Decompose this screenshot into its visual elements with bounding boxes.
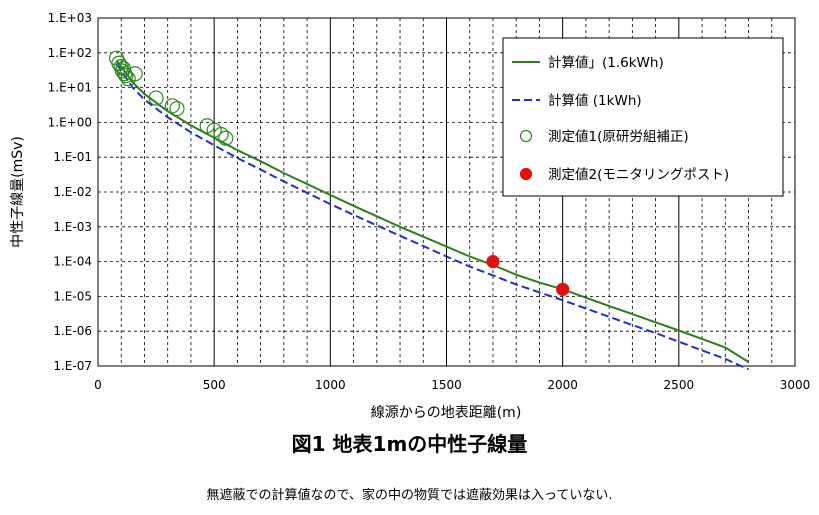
y-tick-label: 1.E-04 — [53, 255, 92, 269]
series-layer — [108, 50, 750, 371]
data-point — [164, 98, 180, 114]
data-point — [556, 282, 570, 296]
legend-entry: 測定値1(原研労組補正) — [548, 129, 689, 145]
legend-entry: 測定値2(モニタリングポスト) — [548, 167, 729, 183]
data-point — [127, 66, 143, 82]
x-tick-label: 3000 — [780, 378, 811, 392]
legend-entry: 計算値 (1kWh) — [548, 93, 642, 109]
series-line — [115, 59, 750, 363]
data-point — [148, 90, 164, 106]
legend-swatch — [519, 167, 533, 181]
x-tick-labels: 0 500 1000 1500 2000 2500 3000 — [94, 378, 810, 392]
x-tick-label: 1500 — [431, 378, 462, 392]
data-point — [117, 66, 133, 82]
y-tick-label: 1.E+03 — [48, 11, 92, 25]
data-point — [114, 63, 130, 79]
series-line — [115, 62, 749, 371]
y-tick-label: 1.E-05 — [53, 289, 92, 303]
y-tick-label: 1.E-01 — [53, 150, 92, 164]
legend-entry: 計算値」(1.6kWh) — [548, 55, 664, 71]
neutron-dose-chart: 0 500 1000 1500 2000 2500 3000 1.E-071.E-061.E… — [10, 11, 810, 421]
figure-note: 無遮蔽での計算値なので、家の中の物質では遮蔽効果は入っていない. — [206, 488, 613, 503]
data-point — [218, 130, 234, 146]
legend-swatch — [519, 129, 533, 143]
y-tick-label: 1.E+02 — [48, 46, 92, 60]
y-tick-label: 1.E-06 — [53, 324, 92, 338]
x-axis-label: 線源からの地表距離(m) — [371, 404, 522, 421]
legend-box — [502, 37, 784, 197]
data-point — [118, 68, 134, 84]
y-tick-label: 1.E+00 — [48, 115, 92, 129]
y-tick-label: 1.E-02 — [53, 185, 92, 199]
figure-caption: 図1 地表1mの中性子線量 — [291, 432, 528, 456]
x-tick-label: 2000 — [547, 378, 578, 392]
y-tick-label: 1.E-03 — [53, 220, 92, 234]
data-point — [486, 255, 500, 269]
data-point — [213, 126, 229, 143]
y-axis-label: 中性子線量(mSv) — [10, 136, 26, 248]
y-tick-labels: 1.E-07 1.E-06 1.E-05 1.E-04 1.E-03 1.E-02 1.E-… — [48, 11, 92, 373]
y-tick-label: 1.E-07 — [53, 359, 92, 373]
x-tick-label: 1000 — [315, 378, 346, 392]
x-tick-label: 500 — [203, 378, 226, 392]
x-tick-label: 2500 — [664, 378, 695, 392]
y-tick-label: 1.E+01 — [48, 81, 92, 95]
x-tick-label: 0 — [94, 378, 102, 392]
data-point — [169, 100, 185, 117]
legend: 計算値」(1.6kWh) 計算値 (1kWh) 測定値1(原研労組補正) 測定値2(モ… — [502, 37, 784, 197]
